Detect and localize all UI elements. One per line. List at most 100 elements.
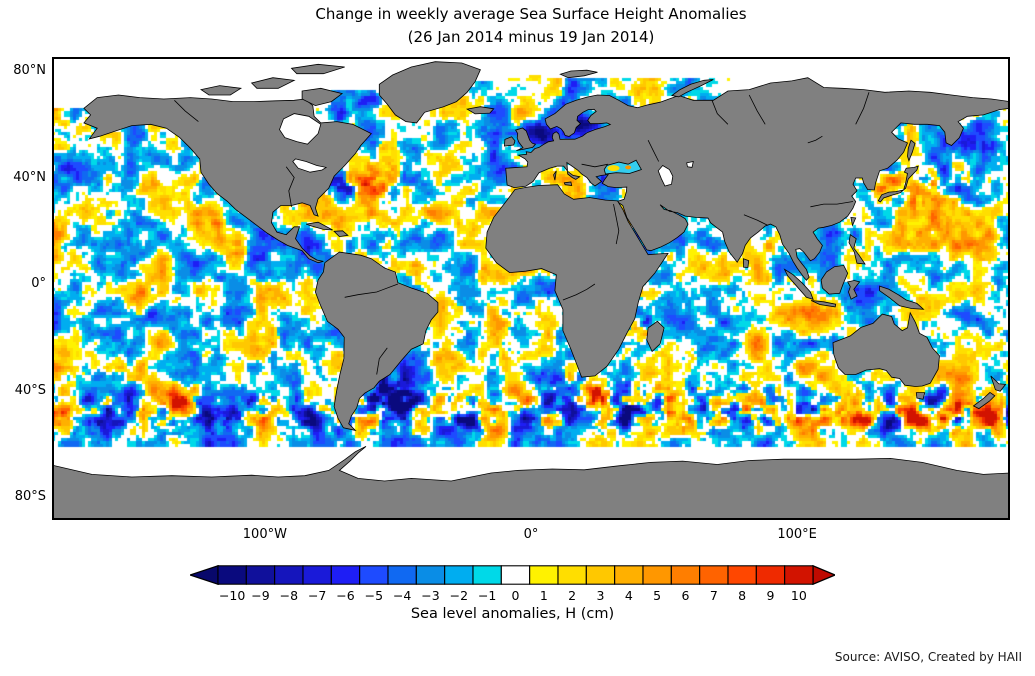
river-line — [711, 100, 729, 125]
colorbar-segment — [529, 565, 559, 585]
black-sea-anomaly-patch — [625, 165, 632, 170]
y-tick-label: 0° — [31, 276, 46, 291]
river-line — [810, 201, 854, 208]
colorbar-segment — [500, 565, 531, 585]
river-line — [581, 163, 609, 168]
colorbar-segment — [274, 565, 304, 585]
river-line — [855, 92, 870, 125]
colorbar-segment — [784, 565, 814, 585]
x-tick-label: 100°W — [242, 527, 287, 542]
land-island — [553, 170, 557, 181]
river-line — [613, 204, 620, 245]
colorbar-segment — [585, 565, 616, 585]
colorbar-right-arrow — [812, 564, 837, 586]
colorbar-segment — [727, 565, 757, 585]
colorbar-tick-label: −4 — [392, 588, 412, 603]
colorbar-segment — [330, 565, 361, 585]
colorbar-segment — [699, 565, 729, 585]
colorbar-segment — [217, 565, 247, 585]
colorbar-segment — [387, 565, 417, 585]
river-line — [174, 100, 199, 122]
colorbar-tick-label: −3 — [421, 588, 440, 603]
colorbar-tick-label: 4 — [624, 588, 633, 603]
colorbar-tick-label: −2 — [449, 588, 469, 603]
land-island — [990, 375, 1007, 392]
land-island — [879, 285, 925, 310]
land-antarctica — [52, 446, 1010, 520]
colorbar-tick-label: 2 — [568, 588, 577, 603]
colorbar-tick-label: 9 — [766, 588, 775, 603]
colorbar-tick-label: 10 — [790, 588, 807, 603]
x-tick-label: 100°E — [777, 527, 817, 542]
colorbar-tick-label: −5 — [364, 588, 384, 603]
x-tick-label: 0° — [523, 527, 539, 542]
land-island — [559, 69, 598, 79]
y-tick-label: 40°N — [13, 169, 46, 185]
source-note: Source: AVISO, Created by HAII — [834, 650, 1022, 664]
land-island — [783, 268, 814, 301]
river-line — [562, 283, 596, 301]
land-island — [850, 216, 857, 227]
land-greenland — [378, 61, 481, 124]
river-line — [285, 166, 295, 207]
y-tick-label: 80°N — [13, 63, 46, 78]
colorbar-label: Sea level anomalies, H (cm) — [410, 606, 615, 622]
river-line — [376, 347, 388, 375]
land-island — [250, 77, 296, 89]
land-island — [820, 264, 849, 295]
colorbar-segment — [302, 565, 332, 585]
land-island — [742, 258, 750, 268]
colorbar-tick-label: 6 — [681, 588, 690, 603]
colorbar-tick-label: 3 — [596, 588, 605, 603]
land-island — [646, 320, 665, 353]
lake-no-data — [292, 158, 328, 173]
land-island — [563, 181, 573, 186]
colorbar-tick-label: −9 — [251, 588, 270, 603]
chart-title: Change in weekly average Sea Surface Hei… — [315, 5, 747, 23]
land-south-america — [314, 251, 439, 432]
land-island — [465, 106, 495, 115]
land-island — [290, 63, 345, 75]
map-plot — [52, 57, 1010, 520]
land-island — [972, 391, 996, 410]
world-map-land-layer — [52, 57, 1010, 520]
river-line — [647, 140, 660, 162]
colorbar-tick-label: −1 — [477, 588, 497, 603]
colorbar-segment — [557, 565, 587, 585]
colorbar-tick-label: −10 — [218, 588, 246, 603]
land-island — [877, 165, 919, 203]
land-island — [514, 127, 537, 151]
colorbar — [187, 564, 837, 586]
land-africa — [485, 184, 669, 378]
colorbar-segment — [444, 565, 474, 585]
land-australia — [832, 311, 940, 387]
land-north-america — [83, 94, 372, 264]
river-line — [807, 135, 823, 144]
land-island — [503, 136, 516, 147]
colorbar-segment — [642, 565, 672, 585]
lake-no-data — [686, 160, 694, 168]
colorbar-tick-label: −6 — [336, 588, 355, 603]
colorbar-segment — [359, 565, 389, 585]
land-island — [333, 230, 349, 238]
colorbar-tick-label: −7 — [307, 588, 327, 603]
lake-no-data — [657, 164, 674, 187]
river-line — [743, 214, 768, 226]
y-tick-label: 40°S — [14, 382, 46, 398]
colorbar-tick-label: 7 — [709, 588, 718, 603]
land-eurasia — [505, 77, 1010, 281]
land-island — [907, 139, 916, 162]
colorbar-tick-label: 8 — [738, 588, 747, 603]
land-island — [915, 392, 926, 400]
chart-subtitle: (26 Jan 2014 minus 19 Jan 2014) — [407, 28, 655, 46]
plot-border — [52, 57, 1010, 520]
river-line — [344, 283, 399, 298]
colorbar-segment — [614, 565, 644, 585]
land-island — [847, 280, 861, 300]
colorbar-tick-label: 0 — [511, 588, 520, 603]
colorbar-segment — [755, 565, 786, 585]
land-island — [848, 234, 866, 265]
land-island — [199, 85, 243, 96]
river-line — [748, 94, 766, 125]
